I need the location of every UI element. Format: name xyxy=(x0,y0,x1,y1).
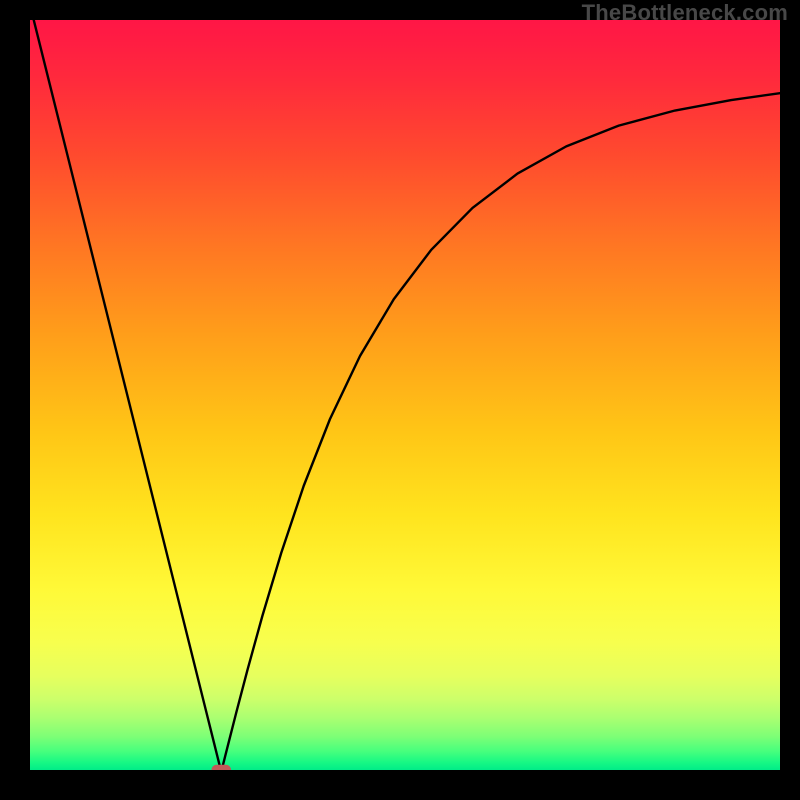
gradient-background xyxy=(30,20,780,770)
plot-svg xyxy=(30,20,780,770)
optimal-point-marker xyxy=(212,765,232,770)
watermark-text: TheBottleneck.com xyxy=(582,0,788,26)
chart-container: TheBottleneck.com xyxy=(0,0,800,800)
plot-area xyxy=(30,20,780,770)
